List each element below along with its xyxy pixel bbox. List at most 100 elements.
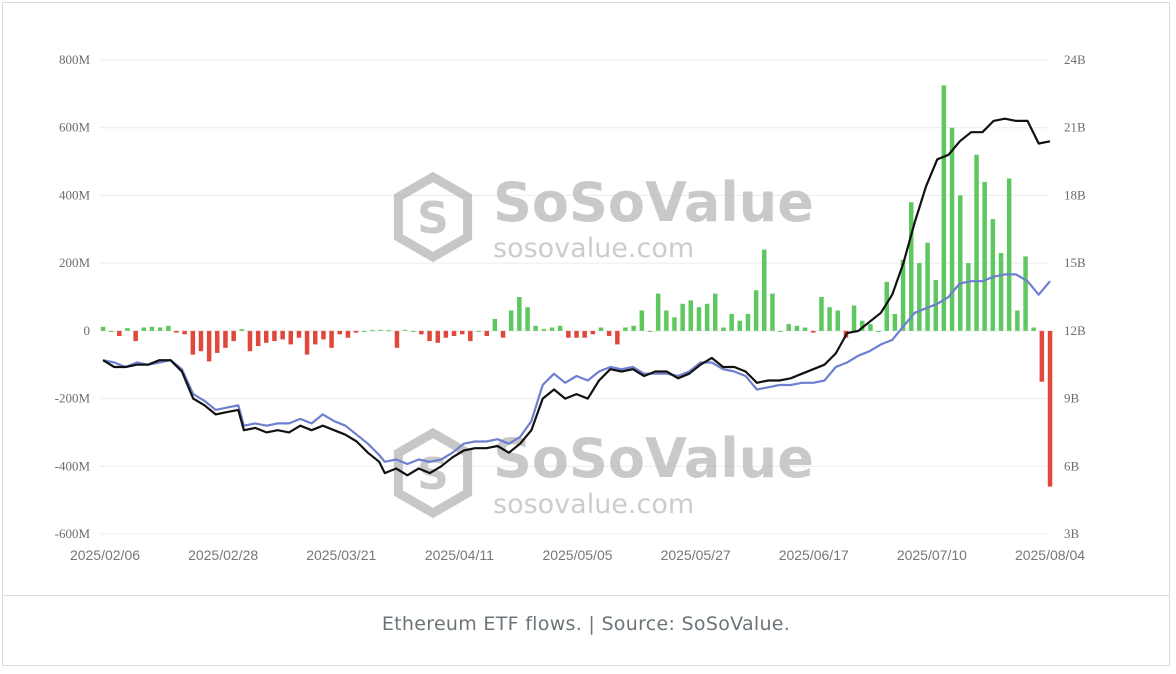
left-tick-label: -600M — [55, 526, 91, 541]
outflow-bar — [231, 330, 236, 342]
inflow-bar — [1015, 310, 1020, 331]
outflow-bar — [1047, 330, 1053, 487]
inflow-bar — [737, 320, 742, 331]
caption-divider — [3, 595, 1169, 596]
right-tick-label: 12B — [1064, 323, 1086, 338]
logo-glyph: S — [417, 193, 449, 244]
left-tick-label: 0 — [84, 323, 91, 338]
left-tick-label: 600M — [59, 120, 91, 135]
outflow-bar — [321, 330, 326, 340]
outflow-bar — [247, 330, 253, 352]
inflow-bar — [974, 154, 979, 331]
x-tick-label: 2025/08/04 — [1015, 547, 1085, 563]
outflow-bar — [345, 330, 351, 338]
inflow-bar — [647, 330, 653, 332]
inflow-bar — [688, 300, 693, 331]
outflow-bar — [468, 330, 473, 342]
left-tick-label: -400M — [55, 458, 91, 473]
gridlines — [100, 59, 1048, 535]
inflow-bar — [925, 242, 930, 331]
figure-caption: Ethereum ETF flows. | Source: SoSoValue. — [381, 613, 791, 635]
inflow-bar — [827, 307, 832, 331]
inflow-bar — [1023, 256, 1028, 331]
inflow-bar — [721, 327, 726, 331]
x-tick-label: 2025/02/28 — [188, 547, 258, 563]
inflow-bar — [982, 181, 987, 331]
inflow-bar — [900, 259, 906, 331]
chart-area: S SoSoValue sosovalue.com S SoSoValue sosoval… — [3, 3, 1169, 593]
inflow-bar — [508, 310, 514, 331]
outflow-bar — [353, 330, 359, 333]
right-tick-label: 24B — [1064, 52, 1086, 67]
x-tick-label: 2025/07/10 — [897, 547, 967, 563]
inflow-bar — [762, 249, 767, 331]
outflow-bar — [443, 330, 449, 338]
inflow-bar — [917, 263, 922, 331]
inflow-bar — [892, 313, 898, 331]
inflow-bar — [786, 324, 791, 331]
inflow-bar — [819, 297, 824, 331]
outflow-bar — [215, 330, 220, 353]
outflow-bar — [451, 330, 457, 336]
left-tick-label: 200M — [59, 255, 91, 270]
inflow-bar — [990, 219, 996, 331]
outflow-bar — [606, 330, 612, 336]
outflow-bar — [288, 330, 293, 345]
inflow-bar — [851, 305, 857, 331]
outflow-bar — [190, 330, 196, 355]
inflow-bar — [370, 330, 375, 332]
net-assets-line — [102, 117, 1051, 477]
inflow-bar — [835, 310, 840, 331]
inflow-bar — [802, 327, 808, 331]
inflow-bar — [696, 307, 702, 331]
outflow-bar — [198, 330, 204, 352]
outflow-bar — [264, 330, 269, 343]
inflow-bar — [958, 195, 963, 331]
inflow-bar — [549, 327, 555, 331]
outflow-bar — [280, 330, 285, 340]
inflow-bar — [533, 325, 538, 331]
outflow-bar — [255, 330, 261, 347]
inflow-bar — [1031, 327, 1036, 331]
outflow-bar — [1039, 330, 1045, 382]
inflow-bar — [141, 327, 147, 331]
outflow-bar — [272, 330, 277, 342]
outflow-bar — [223, 330, 228, 348]
x-tick-label: 2025/06/17 — [779, 547, 849, 563]
inflow-bar — [386, 330, 391, 332]
inflow-bar — [753, 290, 759, 331]
outflow-bar — [460, 330, 465, 335]
inflow-bar — [525, 307, 530, 331]
inflow-bar — [557, 325, 563, 331]
right-tick-label: 3B — [1064, 526, 1080, 541]
sosovalue-logo-icon — [393, 427, 473, 519]
inflow-bar — [672, 317, 677, 331]
x-axis-ticks: 2025/02/06 2025/02/28 2025/03/21 2025/04/11… — [70, 547, 1085, 563]
inflow-bar — [157, 327, 163, 331]
inflow-bar — [794, 325, 800, 331]
x-tick-label: 2025/05/05 — [542, 547, 612, 563]
inflow-bar — [492, 319, 498, 331]
left-axis-ticks: 800M 600M 400M 200M 0 -200M -400M -600M — [55, 52, 91, 541]
sosovalue-logo-icon — [393, 171, 473, 263]
inflow-bar — [149, 326, 155, 331]
inflow-bar — [639, 310, 645, 331]
inflow-bar — [541, 329, 547, 331]
outflow-bar — [206, 330, 212, 362]
inflow-bar — [868, 324, 873, 331]
outflow-bar — [182, 330, 187, 335]
inflow-bar — [402, 329, 408, 331]
watermark-brand: SoSoValue — [493, 171, 814, 234]
inflow-bar — [239, 329, 244, 331]
outflow-bar — [427, 330, 432, 342]
inflow-bar — [680, 303, 685, 331]
inflow-bar — [598, 327, 604, 331]
right-tick-label: 15B — [1064, 255, 1086, 270]
outflow-bar — [296, 330, 302, 338]
inflow-bar — [860, 320, 865, 331]
right-tick-label: 21B — [1064, 120, 1086, 135]
inflow-bar — [631, 325, 636, 331]
cumulative-line — [102, 273, 1051, 466]
outflow-bar — [174, 330, 179, 333]
